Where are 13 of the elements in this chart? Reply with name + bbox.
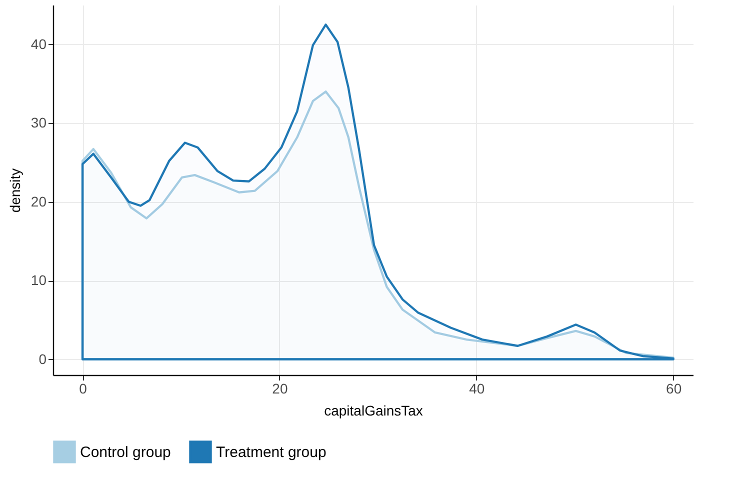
x-tick-label: 40 (469, 380, 485, 396)
x-axis-title: capitalGainsTax (324, 402, 423, 418)
y-axis-title: density (6, 168, 23, 213)
x-tick-label: 20 (272, 380, 288, 396)
legend-label: Treatment group (216, 444, 326, 461)
y-tick-label: 40 (30, 36, 47, 52)
y-tick-label: 10 (30, 272, 47, 288)
y-tick-label: 0 (38, 350, 47, 367)
y-tick-label: 20 (30, 193, 47, 210)
x-tick-label: 60 (666, 380, 682, 396)
y-tick-label: 30 (30, 114, 47, 131)
x-tick-label: 0 (79, 380, 88, 396)
legend-label: Control group (80, 444, 171, 461)
